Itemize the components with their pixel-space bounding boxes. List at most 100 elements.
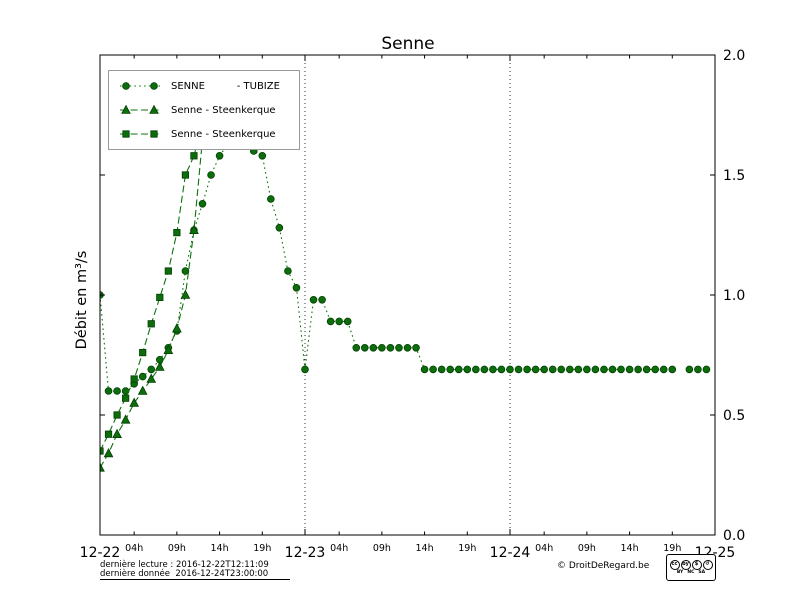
triangle-marker bbox=[146, 373, 157, 383]
circle-marker bbox=[138, 372, 147, 381]
square-marker bbox=[104, 430, 113, 438]
circle-marker bbox=[378, 343, 386, 352]
last-data-text: dernière donnée 2016-12-24T23:00:00 bbox=[100, 569, 269, 579]
square-marker bbox=[130, 375, 138, 383]
circle-marker bbox=[591, 365, 600, 374]
x-hour-label: 04h bbox=[125, 543, 143, 554]
circle-marker bbox=[608, 365, 617, 374]
circle-marker bbox=[403, 343, 412, 352]
circle-marker bbox=[668, 365, 677, 374]
x-hour-label: 09h bbox=[168, 543, 186, 554]
circle-marker bbox=[480, 365, 489, 374]
circle-marker bbox=[309, 295, 318, 304]
triangle-marker bbox=[112, 428, 122, 438]
legend-item-steenkerque-1: Senne - Steenkerque bbox=[118, 104, 295, 116]
cc-nc-icon: $ bbox=[691, 559, 702, 570]
circle-marker bbox=[395, 343, 403, 352]
circle-marker bbox=[258, 152, 267, 160]
circle-marker bbox=[267, 195, 275, 203]
circle-marker bbox=[454, 365, 463, 374]
x-day-label: 12-24 bbox=[490, 545, 531, 561]
circle-marker bbox=[557, 365, 566, 374]
cc-by-label: BY bbox=[676, 569, 684, 575]
x-day-label: 12-22 bbox=[80, 545, 121, 561]
circle-marker bbox=[489, 365, 497, 374]
x-hour-label: 19h bbox=[663, 543, 681, 554]
circle-marker bbox=[523, 365, 531, 374]
y-tick-label: 1.0 bbox=[723, 288, 745, 304]
legend-label: Senne - Steenkerque bbox=[171, 104, 276, 116]
legend-circle-line-icon bbox=[120, 82, 160, 90]
legend-label: SENNE - TUBIZE bbox=[171, 80, 280, 92]
circle-marker bbox=[531, 365, 540, 374]
circle-marker bbox=[420, 365, 429, 374]
circle-marker bbox=[472, 365, 480, 374]
circle-marker bbox=[634, 365, 642, 374]
y-tick-label: 0.5 bbox=[723, 408, 745, 424]
cc-sa-label: SA bbox=[698, 569, 706, 575]
circle-marker bbox=[514, 365, 523, 374]
circle-marker bbox=[275, 224, 284, 232]
circle-marker bbox=[360, 343, 369, 352]
triangle-marker bbox=[154, 361, 165, 371]
triangle-marker bbox=[120, 414, 131, 424]
circle-marker bbox=[548, 365, 557, 374]
x-day-label: 12-23 bbox=[285, 545, 326, 561]
circle-marker bbox=[540, 365, 548, 374]
square-marker bbox=[139, 348, 147, 357]
cc-nc-label: NC bbox=[687, 569, 695, 575]
circle-marker bbox=[147, 365, 156, 374]
circle-marker bbox=[301, 365, 309, 374]
circle-marker bbox=[446, 365, 455, 374]
circle-marker bbox=[335, 317, 343, 326]
circle-marker bbox=[617, 365, 625, 374]
square-marker bbox=[173, 228, 181, 237]
triangle-marker bbox=[129, 397, 140, 407]
circle-marker bbox=[437, 365, 446, 374]
triangle-marker bbox=[172, 323, 182, 333]
legend-label: Senne - Steenkerque bbox=[171, 128, 276, 140]
circle-marker bbox=[318, 295, 326, 304]
circle-marker bbox=[352, 343, 361, 352]
square-marker bbox=[113, 411, 121, 419]
footer-divider bbox=[100, 579, 290, 580]
x-hour-label: 09h bbox=[578, 543, 596, 554]
circle-marker bbox=[104, 387, 113, 395]
square-marker bbox=[156, 293, 164, 302]
triangle-marker bbox=[103, 447, 114, 458]
circle-marker bbox=[694, 365, 702, 374]
circle-marker bbox=[343, 317, 352, 326]
circle-marker bbox=[207, 171, 215, 179]
y-tick-label: 0.0 bbox=[723, 528, 745, 544]
circle-marker bbox=[198, 200, 207, 208]
cc-sa-icon: ↺ bbox=[702, 559, 713, 570]
x-hour-label: 14h bbox=[416, 543, 434, 554]
circle-marker bbox=[429, 365, 437, 374]
square-marker bbox=[147, 320, 155, 328]
circle-marker bbox=[651, 365, 660, 374]
circle-marker bbox=[292, 283, 301, 292]
triangle-marker bbox=[137, 385, 148, 395]
square-marker bbox=[122, 394, 130, 402]
circle-marker bbox=[386, 343, 395, 352]
legend-item-tubize: SENNE - TUBIZE bbox=[118, 80, 295, 92]
y-tick-label: 2.0 bbox=[723, 48, 745, 64]
circle-marker bbox=[369, 343, 378, 352]
circle-marker bbox=[497, 365, 506, 374]
cc-license-badge[interactable]: cc by $ ↺ BY NC SA bbox=[666, 554, 716, 581]
circle-marker bbox=[702, 365, 711, 374]
cc-icon: cc bbox=[669, 559, 680, 570]
triangle-marker bbox=[163, 344, 174, 354]
x-hour-label: 14h bbox=[621, 543, 639, 554]
circle-marker bbox=[181, 267, 190, 275]
circle-marker bbox=[583, 365, 591, 374]
y-tick-label: 1.5 bbox=[723, 168, 745, 184]
x-hour-label: 09h bbox=[373, 543, 391, 554]
circle-marker bbox=[215, 152, 224, 160]
x-hour-label: 19h bbox=[253, 543, 271, 554]
circle-marker bbox=[574, 365, 583, 374]
series-line-0 bbox=[100, 138, 707, 392]
circle-marker bbox=[600, 365, 608, 374]
series-layer bbox=[100, 118, 711, 472]
